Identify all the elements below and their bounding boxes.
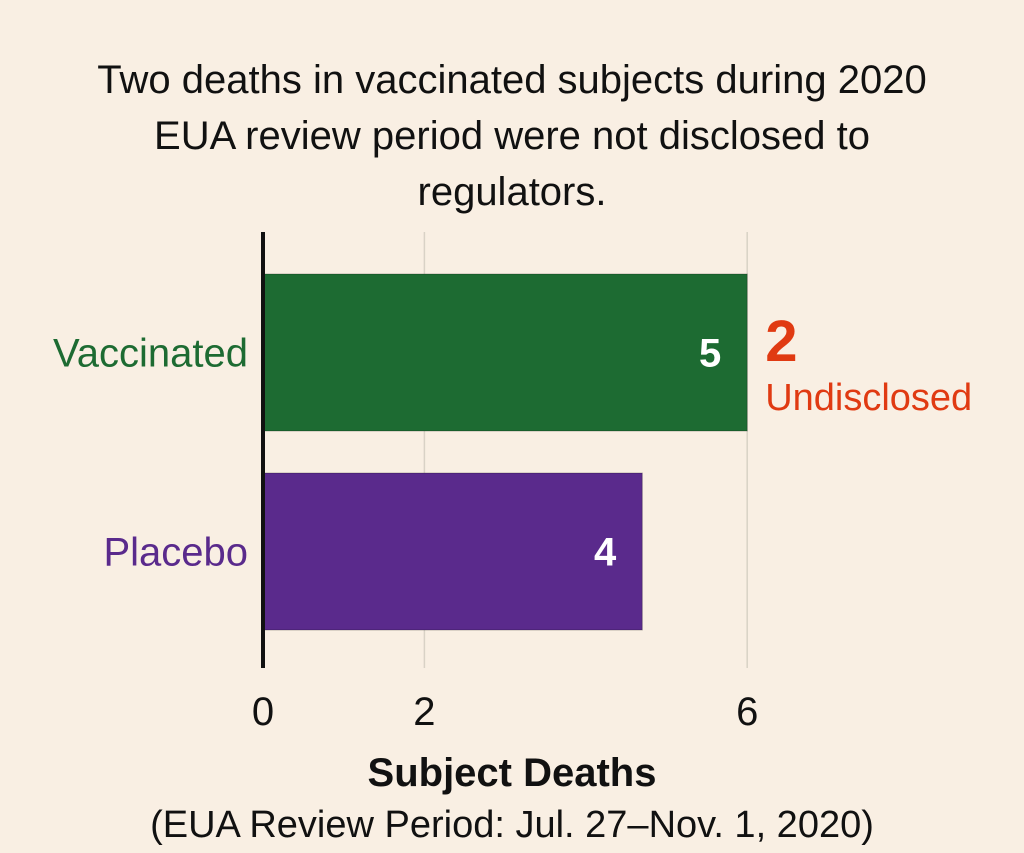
category-label-vaccinated: Vaccinated	[53, 332, 248, 376]
x-tick-label-2: 6	[736, 690, 758, 734]
x-axis-sublabel: (EUA Review Period: Jul. 27–Nov. 1, 2020…	[150, 804, 874, 846]
data-label-placebo: 4	[594, 531, 617, 575]
chart-subtitle: Two deaths in vaccinated subjects during…	[97, 58, 927, 214]
x-tick-label-1: 2	[413, 690, 435, 734]
annotation-number: 2	[765, 309, 797, 374]
chart-title: Vaccine Trial	[0, 0, 1024, 10]
bar-vaccinated	[262, 273, 748, 432]
x-axis-label: Subject Deaths	[367, 751, 657, 795]
bar-placebo	[262, 472, 643, 631]
data-label-vaccinated: 5	[699, 332, 721, 376]
annotation-text: Undisclosed	[765, 377, 972, 419]
category-label-placebo: Placebo	[103, 531, 248, 575]
x-tick-label-0: 0	[252, 690, 274, 734]
